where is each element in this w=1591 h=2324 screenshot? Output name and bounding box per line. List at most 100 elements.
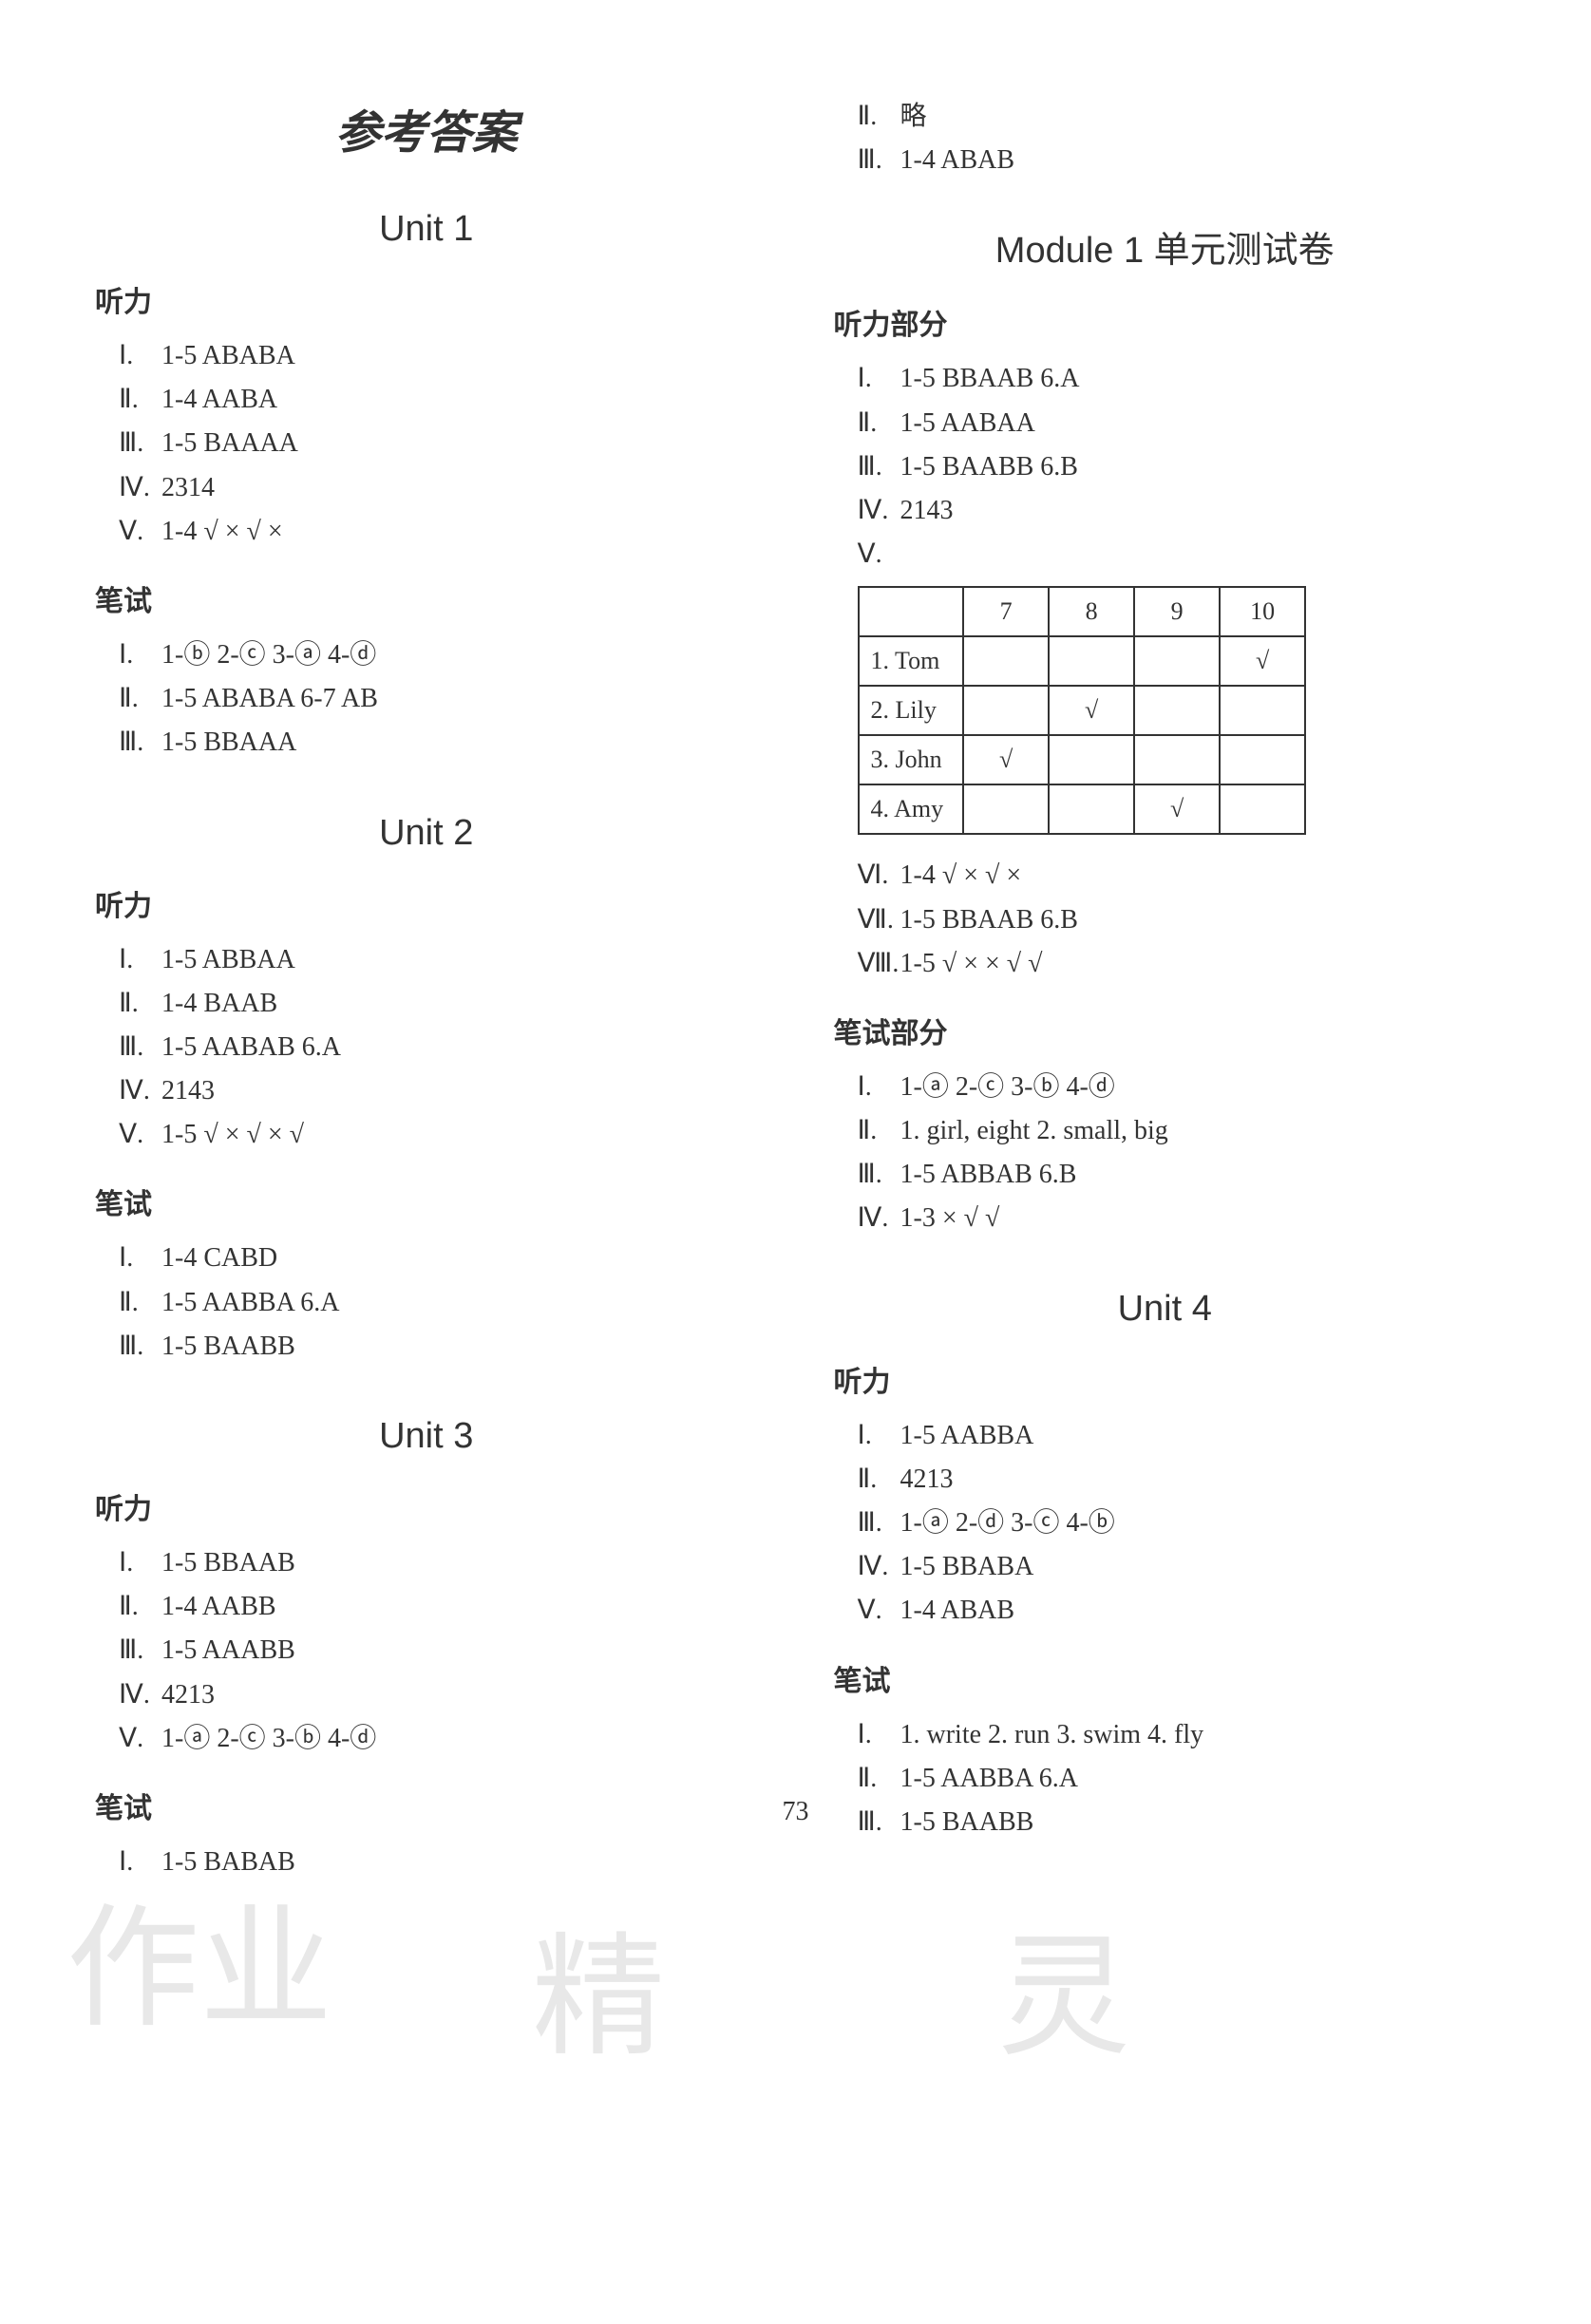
table-header-cell: 8 (1049, 587, 1134, 636)
table-row: 2. Lily √ (859, 686, 1306, 735)
answer-line: Ⅴ.1-4 √ × √ × (119, 510, 767, 554)
answer-line: Ⅰ.1-4 CABD (119, 1237, 767, 1280)
table-cell (1220, 686, 1305, 735)
answer-line: Ⅳ.4213 (119, 1673, 767, 1717)
unit1-listening-lines: Ⅰ.1-5 ABABA Ⅱ.1-4 AABA Ⅲ.1-5 BAAAA Ⅳ.231… (85, 334, 767, 554)
answer-line: Ⅳ.2143 (858, 489, 1506, 533)
two-column-layout: 参考答案 Unit 1 听力 Ⅰ.1-5 ABABA Ⅱ.1-4 AABA Ⅲ.… (85, 95, 1506, 1884)
table-cell (963, 686, 1049, 735)
table-cell (1134, 686, 1220, 735)
table-cell: √ (963, 735, 1049, 784)
table-header-cell (859, 587, 964, 636)
table-cell (1134, 735, 1220, 784)
answer-line: Ⅲ.1-5 BAAAA (119, 422, 767, 465)
answer-line: Ⅴ.1-ⓐ 2-ⓒ 3-ⓑ 4-ⓓ (119, 1717, 767, 1761)
answer-line: Ⅴ. (858, 533, 1506, 576)
answer-line: Ⅱ.1. girl, eight 2. small, big (858, 1109, 1506, 1153)
table-cell (1049, 636, 1134, 686)
unit3-listening-lines: Ⅰ.1-5 BBAAB Ⅱ.1-4 AABB Ⅲ.1-5 AAABB Ⅳ.421… (85, 1541, 767, 1761)
table-cell (1134, 636, 1220, 686)
answer-line: Ⅰ.1-ⓑ 2-ⓒ 3-ⓐ 4-ⓓ (119, 633, 767, 677)
module1-written-label: 笔试部分 (834, 1010, 1506, 1051)
unit2-written-lines: Ⅰ.1-4 CABD Ⅱ.1-5 AABBA 6.A Ⅲ.1-5 BAABB (85, 1237, 767, 1369)
page-number: 73 (783, 1797, 809, 1827)
answer-line: Ⅲ.1-5 AABAB 6.A (119, 1026, 767, 1069)
table-header-cell: 10 (1220, 587, 1305, 636)
answer-line: Ⅰ.1-5 ABBAA (119, 938, 767, 982)
module1-listening-label: 听力部分 (834, 301, 1506, 343)
answer-line: Ⅵ.1-4 √ × √ × (858, 854, 1506, 897)
answer-line: Ⅰ.1-ⓐ 2-ⓒ 3-ⓑ 4-ⓓ (858, 1066, 1506, 1109)
answer-line: Ⅶ.1-5 BBAAB 6.B (858, 898, 1506, 942)
answer-line: Ⅱ.1-4 BAAB (119, 982, 767, 1026)
answer-line: Ⅳ.1-5 BBABA (858, 1545, 1506, 1589)
unit2-listening-label: 听力 (95, 882, 767, 924)
table-cell: √ (1220, 636, 1305, 686)
answer-line: Ⅷ.1-5 √ × × √ √ (858, 942, 1506, 986)
answer-line: Ⅲ.1-ⓐ 2-ⓓ 3-ⓒ 4-ⓑ (858, 1502, 1506, 1545)
unit1-written-label: 笔试 (95, 577, 767, 619)
table-row-label: 4. Amy (859, 784, 964, 834)
answer-line: Ⅱ.1-5 AABAA (858, 402, 1506, 445)
module1-listening-lines-after: Ⅵ.1-4 √ × √ × Ⅶ.1-5 BBAAB 6.B Ⅷ.1-5 √ × … (824, 854, 1506, 986)
answer-line: Ⅲ.1-5 BAABB (858, 1801, 1506, 1844)
unit3-continued: Ⅱ.略 Ⅲ.1-4 ABAB (824, 95, 1506, 182)
answer-line: Ⅱ.1-5 AABBA 6.A (858, 1757, 1506, 1801)
table-header-row: 7 8 9 10 (859, 587, 1306, 636)
unit4-title: Unit 4 (824, 1289, 1506, 1330)
answer-line: Ⅳ.2143 (119, 1069, 767, 1113)
answer-line: Ⅳ.2314 (119, 466, 767, 510)
table-row: 1. Tom √ (859, 636, 1306, 686)
answer-line: Ⅰ.1-5 AABBA (858, 1414, 1506, 1458)
table-header-cell: 9 (1134, 587, 1220, 636)
unit3-written-lines: Ⅰ.1-5 BABAB (85, 1841, 767, 1884)
unit2-title: Unit 2 (85, 813, 767, 854)
answer-line: Ⅲ.1-5 AAABB (119, 1629, 767, 1672)
unit4-listening-label: 听力 (834, 1358, 1506, 1400)
watermark-2: 精 (532, 1890, 665, 2082)
answer-line: Ⅱ.1-4 AABA (119, 378, 767, 422)
table-cell (1049, 735, 1134, 784)
answer-line: Ⅰ.1-5 BBAAB 6.A (858, 357, 1506, 401)
answer-line: Ⅰ.1. write 2. run 3. swim 4. fly (858, 1713, 1506, 1757)
module1-answer-table: 7 8 9 10 1. Tom √ 2. Lily √ 3. John (858, 586, 1307, 835)
unit4-written-label: 笔试 (834, 1657, 1506, 1699)
table-row: 3. John √ (859, 735, 1306, 784)
right-column: Ⅱ.略 Ⅲ.1-4 ABAB Module 1 单元测试卷 听力部分 Ⅰ.1-5… (824, 95, 1506, 1884)
answer-line: Ⅲ.1-5 BAABB 6.B (858, 445, 1506, 489)
answer-line: Ⅱ.1-5 AABBA 6.A (119, 1281, 767, 1325)
table-row: 4. Amy √ (859, 784, 1306, 834)
unit2-listening-lines: Ⅰ.1-5 ABBAA Ⅱ.1-4 BAAB Ⅲ.1-5 AABAB 6.A Ⅳ… (85, 938, 767, 1158)
answer-line: Ⅲ.1-5 BBAAA (119, 721, 767, 765)
answer-line: Ⅴ.1-5 √ × √ × √ (119, 1113, 767, 1157)
answer-line: Ⅱ.4213 (858, 1458, 1506, 1502)
page-content: 参考答案 Unit 1 听力 Ⅰ.1-5 ABABA Ⅱ.1-4 AABA Ⅲ.… (85, 95, 1506, 1884)
unit3-written-label: 笔试 (95, 1785, 767, 1826)
module1-title: Module 1 单元测试卷 (824, 220, 1506, 273)
table-cell (963, 784, 1049, 834)
table-header-cell: 7 (963, 587, 1049, 636)
table-cell (1220, 784, 1305, 834)
answer-line: Ⅱ.略 (858, 95, 1506, 139)
unit4-listening-lines: Ⅰ.1-5 AABBA Ⅱ.4213 Ⅲ.1-ⓐ 2-ⓓ 3-ⓒ 4-ⓑ Ⅳ.1… (824, 1414, 1506, 1634)
unit1-written-lines: Ⅰ.1-ⓑ 2-ⓒ 3-ⓐ 4-ⓓ Ⅱ.1-5 ABABA 6-7 AB Ⅲ.1… (85, 633, 767, 765)
table-cell (1049, 784, 1134, 834)
table-row-label: 3. John (859, 735, 964, 784)
unit4-written-lines: Ⅰ.1. write 2. run 3. swim 4. fly Ⅱ.1-5 A… (824, 1713, 1506, 1845)
answer-line: Ⅲ.1-5 BAABB (119, 1325, 767, 1369)
unit1-title: Unit 1 (85, 209, 767, 250)
module1-written-lines: Ⅰ.1-ⓐ 2-ⓒ 3-ⓑ 4-ⓓ Ⅱ.1. girl, eight 2. sm… (824, 1066, 1506, 1241)
table-row-label: 1. Tom (859, 636, 964, 686)
answer-line: Ⅱ.1-4 AABB (119, 1585, 767, 1629)
left-column: 参考答案 Unit 1 听力 Ⅰ.1-5 ABABA Ⅱ.1-4 AABA Ⅲ.… (85, 95, 767, 1884)
answer-line: Ⅰ.1-5 BBAAB (119, 1541, 767, 1585)
main-title: 参考答案 (85, 95, 767, 161)
table-cell: √ (1049, 686, 1134, 735)
table-cell (1220, 735, 1305, 784)
watermark-1: 作业 (66, 1861, 332, 2053)
module1-listening-lines: Ⅰ.1-5 BBAAB 6.A Ⅱ.1-5 AABAA Ⅲ.1-5 BAABB … (824, 357, 1506, 576)
unit3-listening-label: 听力 (95, 1485, 767, 1527)
watermark-3: 灵 (997, 1890, 1130, 2082)
answer-line: Ⅲ.1-4 ABAB (858, 139, 1506, 182)
answer-line: Ⅰ.1-5 BABAB (119, 1841, 767, 1884)
